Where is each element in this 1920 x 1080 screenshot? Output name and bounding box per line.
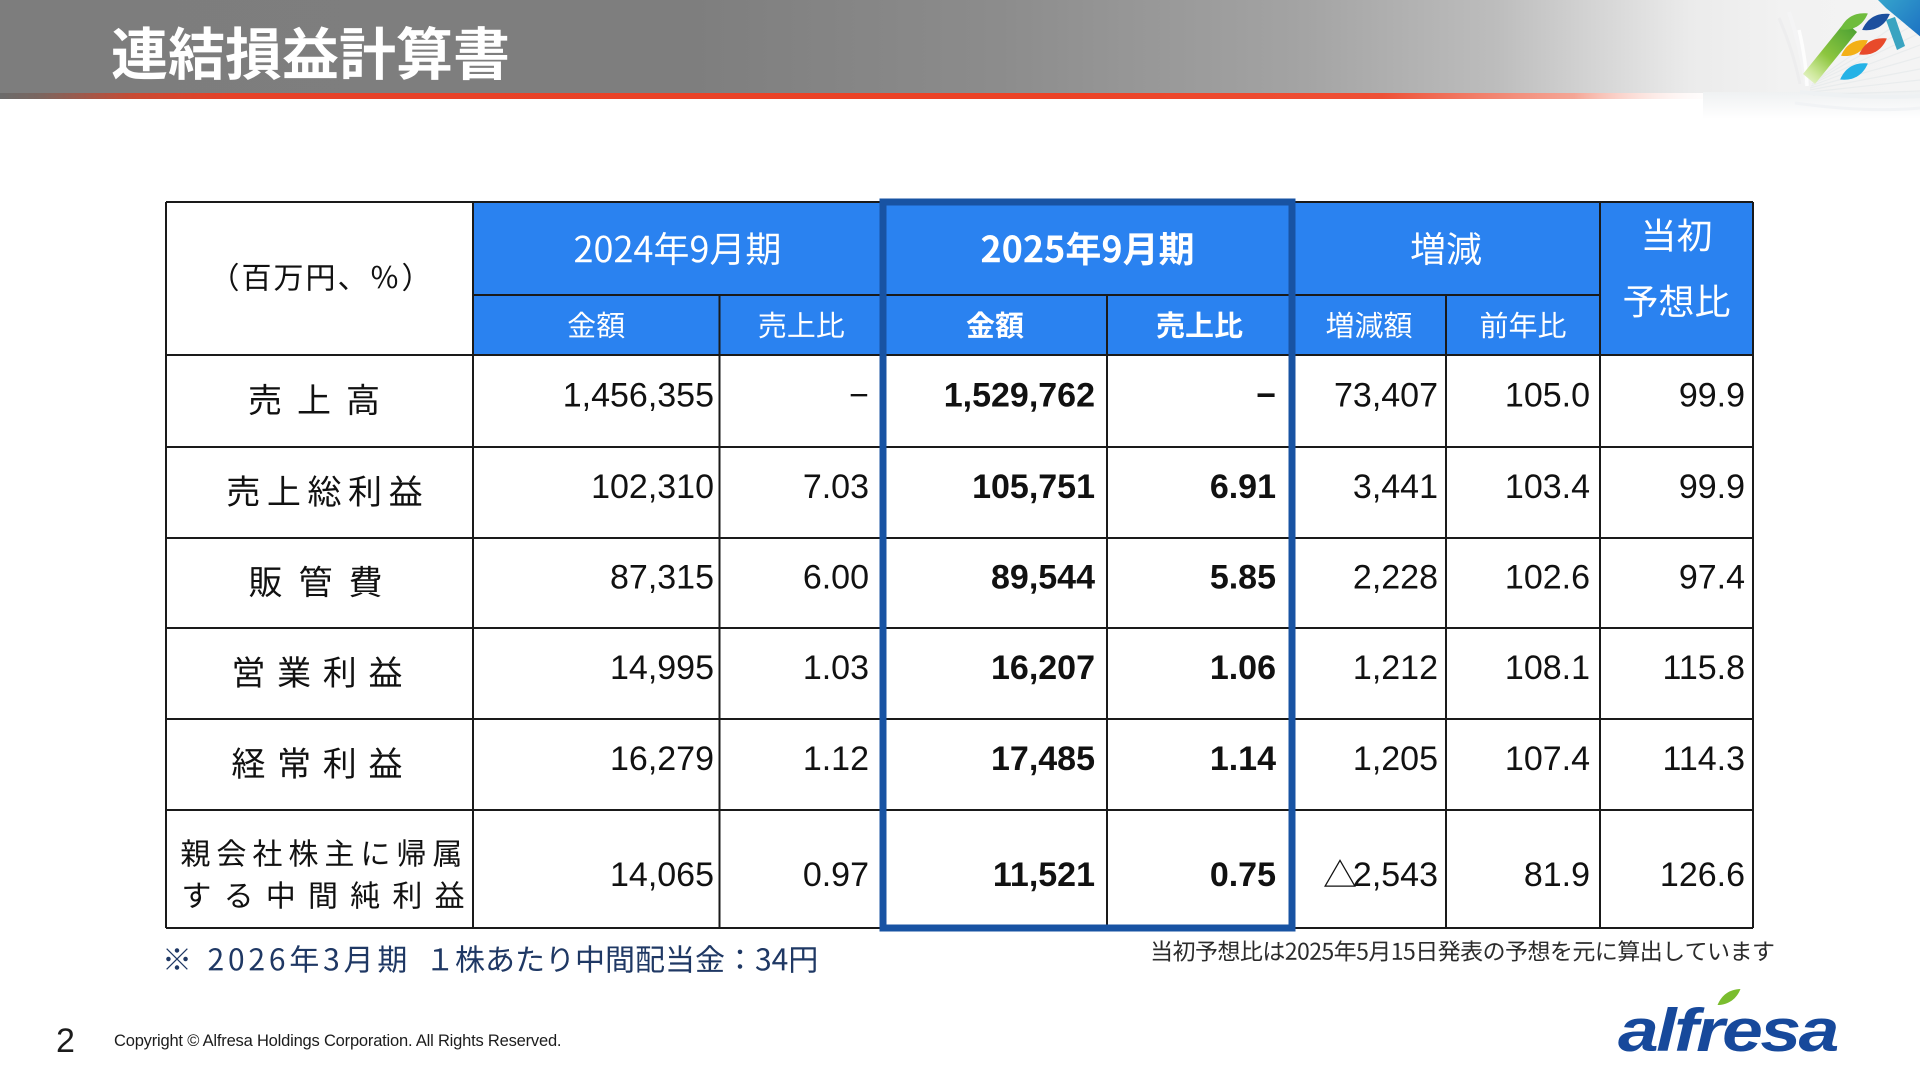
svg-text:126.6: 126.6 — [1660, 856, 1745, 894]
svg-text:103.4: 103.4 — [1505, 468, 1590, 506]
svg-text:73,407: 73,407 — [1334, 377, 1438, 415]
svg-text:99.9: 99.9 — [1679, 377, 1745, 415]
svg-text:1.12: 1.12 — [803, 740, 869, 778]
svg-text:16,279: 16,279 — [610, 740, 714, 778]
svg-text:2,543: 2,543 — [1353, 856, 1438, 894]
svg-text:114.3: 114.3 — [1662, 740, 1745, 778]
svg-text:2,228: 2,228 — [1353, 559, 1438, 597]
svg-text:107.4: 107.4 — [1505, 740, 1590, 778]
svg-text:87,315: 87,315 — [610, 559, 714, 597]
svg-text:1.03: 1.03 — [803, 649, 869, 687]
svg-text:Copyright © Alfresa Holdings C: Copyright © Alfresa Holdings Corporation… — [114, 1032, 561, 1050]
svg-text:6.91: 6.91 — [1210, 468, 1276, 506]
svg-text:7.03: 7.03 — [803, 468, 869, 506]
svg-text:1,456,355: 1,456,355 — [563, 377, 714, 415]
svg-text:81.9: 81.9 — [1524, 856, 1590, 894]
svg-text:14,995: 14,995 — [610, 649, 714, 687]
svg-text:5.85: 5.85 — [1210, 559, 1276, 597]
svg-text:14,065: 14,065 — [610, 856, 714, 894]
svg-text:115.8: 115.8 — [1662, 649, 1745, 687]
svg-text:1,205: 1,205 — [1353, 740, 1438, 778]
svg-text:3,441: 3,441 — [1353, 468, 1438, 506]
svg-text:16,207: 16,207 — [991, 649, 1095, 687]
svg-text:1.14: 1.14 — [1210, 740, 1276, 778]
svg-text:97.4: 97.4 — [1679, 559, 1745, 597]
svg-text:102,310: 102,310 — [591, 468, 714, 506]
svg-text:102.6: 102.6 — [1505, 559, 1590, 597]
svg-text:alfresa: alfresa — [1618, 997, 1838, 1064]
svg-text:108.1: 108.1 — [1505, 649, 1590, 687]
svg-text:0.75: 0.75 — [1210, 856, 1276, 894]
svg-text:105.0: 105.0 — [1505, 377, 1590, 415]
svg-text:−: − — [849, 377, 869, 415]
svg-text:2: 2 — [56, 1022, 75, 1060]
svg-text:1.06: 1.06 — [1210, 649, 1276, 687]
svg-text:−: − — [1256, 377, 1276, 415]
svg-text:6.00: 6.00 — [803, 559, 869, 597]
svg-text:1,212: 1,212 — [1353, 649, 1438, 687]
svg-text:17,485: 17,485 — [991, 740, 1095, 778]
svg-text:89,544: 89,544 — [991, 559, 1095, 597]
svg-text:0.97: 0.97 — [803, 856, 869, 894]
svg-text:1,529,762: 1,529,762 — [944, 377, 1095, 415]
svg-text:11,521: 11,521 — [993, 856, 1095, 894]
svg-text:105,751: 105,751 — [972, 468, 1095, 506]
svg-text:99.9: 99.9 — [1679, 468, 1745, 506]
